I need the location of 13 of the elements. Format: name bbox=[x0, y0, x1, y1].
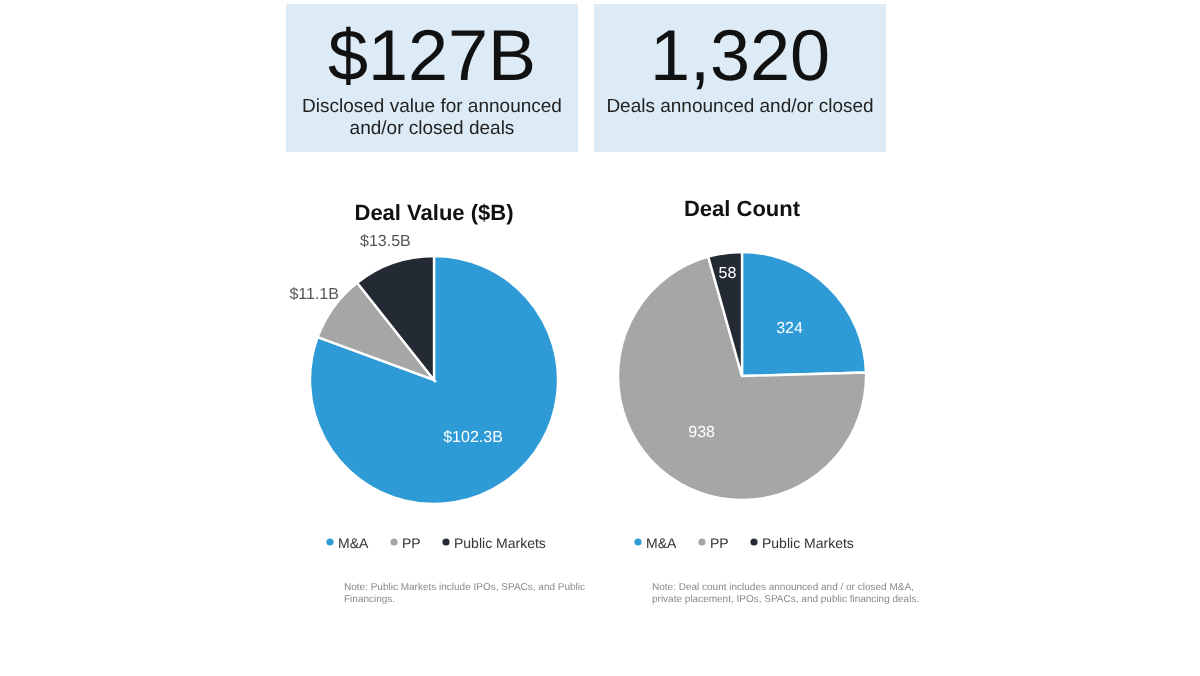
data-label: 938 bbox=[688, 422, 717, 441]
data-label: 58 bbox=[718, 263, 738, 282]
text: $127B bbox=[327, 14, 537, 96]
text: 1,320 bbox=[649, 14, 831, 96]
chart-title: Deal Value ($B) bbox=[354, 202, 515, 226]
data-label: $102.3B bbox=[443, 427, 503, 446]
pie-slice bbox=[616, 255, 868, 501]
data-label: 324 bbox=[776, 319, 804, 338]
text: Disclosed value for announced and/or closed deals bbox=[302, 96, 562, 140]
chart-title: Deal Count bbox=[683, 198, 801, 222]
data-label: $11.1B bbox=[289, 285, 339, 304]
data-label: $13.5B bbox=[360, 232, 411, 251]
text: Deals announced and/or closed bbox=[606, 96, 874, 118]
